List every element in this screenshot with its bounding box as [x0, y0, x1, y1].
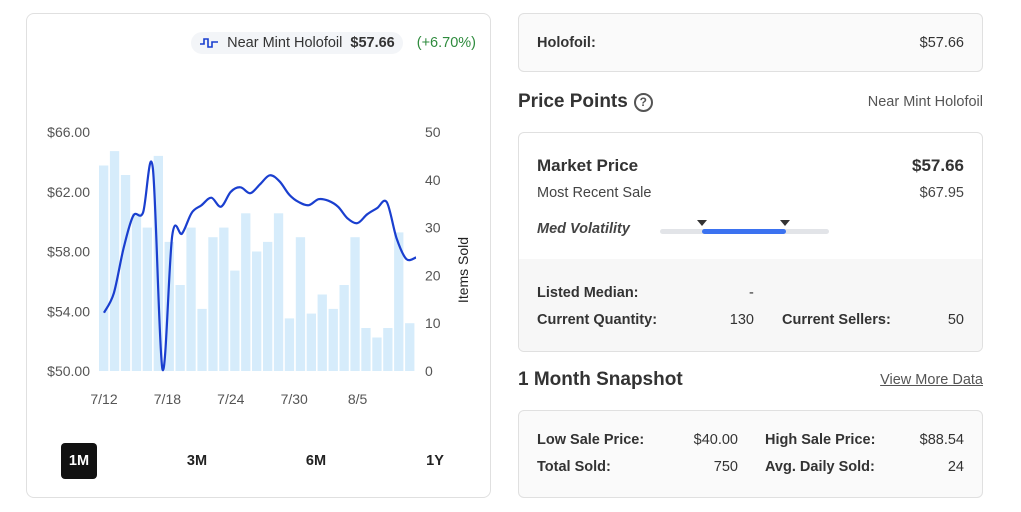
chart-legend: Near Mint Holofoil $57.66 (+6.70%)	[191, 32, 476, 54]
x-tick-label: 8/5	[348, 391, 368, 407]
sold-bar	[219, 227, 229, 371]
x-tick-label: 7/18	[154, 391, 181, 407]
total-sold-value: 750	[713, 459, 738, 475]
market-price-label: Market Price	[537, 156, 639, 175]
y-left-tick-label: $54.00	[47, 303, 90, 319]
sold-bar	[142, 227, 152, 371]
y-left-tick-label: $50.00	[47, 363, 90, 379]
range-1m-button[interactable]: 1M	[61, 443, 97, 479]
legend-price-change: (+6.70%)	[416, 35, 476, 51]
sold-bar	[109, 151, 120, 371]
legend-series-tag[interactable]: Near Mint Holofoil $57.66	[191, 32, 403, 54]
sold-bar	[306, 313, 316, 371]
range-1y-button[interactable]: 1Y	[426, 453, 444, 469]
sold-bar	[383, 328, 393, 371]
y-right-tick-label: 50	[425, 124, 441, 140]
listed-median-value: -	[749, 285, 754, 301]
recent-sale-label: Most Recent Sale	[537, 185, 652, 201]
price-points-heading: Price Points ?	[518, 91, 653, 113]
snapshot-title: 1 Month Snapshot	[518, 369, 683, 390]
sold-bar	[99, 165, 109, 371]
holofoil-value: $57.66	[919, 35, 964, 51]
x-tick-label: 7/24	[217, 391, 244, 407]
y-right-tick-label: 40	[425, 172, 441, 188]
sold-bar	[186, 227, 196, 371]
y-right-tick-label: 10	[425, 315, 441, 331]
volatility-meter	[660, 220, 829, 234]
legend-series-price: $57.66	[350, 35, 395, 51]
total-sold-label: Total Sold:	[537, 459, 611, 475]
price-points-title: Price Points	[518, 91, 628, 112]
low-sale-value: $40.00	[693, 432, 738, 448]
y-left-tick-label: $62.00	[47, 184, 90, 200]
volatility-high-marker	[780, 220, 790, 226]
sold-bar	[295, 237, 306, 371]
price-line	[103, 160, 417, 371]
range-3m-button[interactable]: 3M	[186, 453, 208, 469]
y-left-tick-label: $58.00	[47, 244, 90, 260]
avg-daily-value: 24	[947, 459, 964, 475]
sold-bar	[405, 323, 415, 371]
current-sellers-label: Current Sellers:	[782, 312, 891, 328]
price-chart: $66.00 $62.00 $58.00 $54.00 $50.00 50 40 30 20 10…	[47, 124, 471, 407]
sold-bar	[230, 270, 240, 371]
sold-bar	[263, 241, 273, 371]
price-points-condition: Near Mint Holofoil	[867, 94, 983, 110]
holofoil-price-box: Holofoil: $57.66	[518, 13, 983, 72]
y-right-axis-title: Items Sold	[455, 237, 471, 303]
market-price-value: $57.66	[912, 156, 964, 175]
x-tick-label: 7/30	[281, 391, 308, 407]
sold-bar	[175, 285, 185, 371]
low-sale-label: Low Sale Price:	[537, 432, 645, 448]
high-sale-label: High Sale Price:	[765, 432, 876, 448]
sold-bar	[241, 213, 251, 371]
current-quantity-value: 130	[729, 312, 754, 328]
range-6m-button[interactable]: 6M	[305, 453, 327, 469]
x-tick-label: 7/12	[90, 391, 117, 407]
y-right-tick-label: 0	[425, 363, 433, 379]
view-more-data-link[interactable]: View More Data	[880, 372, 983, 388]
volatility-label: Med Volatility	[537, 221, 630, 237]
sold-bar	[350, 237, 360, 371]
sold-bar	[131, 213, 142, 371]
holofoil-label: Holofoil:	[537, 35, 596, 51]
y-right-tick-label: 20	[425, 267, 441, 283]
line-chart-icon	[200, 38, 219, 48]
current-sellers-value: 50	[947, 312, 964, 328]
price-history-chart-card: Near Mint Holofoil $57.66 (+6.70%) $66.0…	[26, 13, 491, 498]
sold-bar	[208, 237, 218, 371]
sold-bar	[252, 251, 262, 371]
sold-bar	[339, 285, 349, 371]
y-left-tick-label: $66.00	[47, 124, 90, 140]
sold-bar	[284, 318, 295, 371]
sold-bar	[328, 308, 338, 371]
recent-sale-value: $67.95	[919, 185, 964, 201]
current-quantity-label: Current Quantity:	[537, 312, 658, 328]
market-price-box: Market Price $57.66 Most Recent Sale $67…	[518, 132, 983, 352]
sold-bar	[317, 294, 327, 371]
high-sale-value: $88.54	[919, 432, 964, 448]
range-selector: 1M 3M 6M 1Y	[61, 443, 481, 479]
volatility-range-fill	[702, 229, 786, 234]
sold-bar	[372, 337, 382, 371]
avg-daily-label: Avg. Daily Sold:	[765, 459, 875, 475]
volatility-low-marker	[697, 220, 707, 226]
sold-bar	[197, 308, 207, 371]
snapshot-box: Low Sale Price: $40.00 High Sale Price: …	[518, 410, 983, 498]
legend-series-name: Near Mint Holofoil	[227, 35, 343, 51]
sold-bar	[361, 328, 371, 371]
sold-bar	[394, 232, 404, 371]
listing-stats: Listed Median: - Current Quantity: 130 C…	[519, 259, 982, 351]
y-right-tick-label: 30	[425, 220, 441, 236]
sold-bar	[273, 213, 284, 371]
listed-median-label: Listed Median:	[537, 285, 639, 301]
help-icon[interactable]: ?	[633, 92, 653, 112]
sold-bar	[120, 175, 131, 371]
sold-bar	[164, 241, 174, 371]
